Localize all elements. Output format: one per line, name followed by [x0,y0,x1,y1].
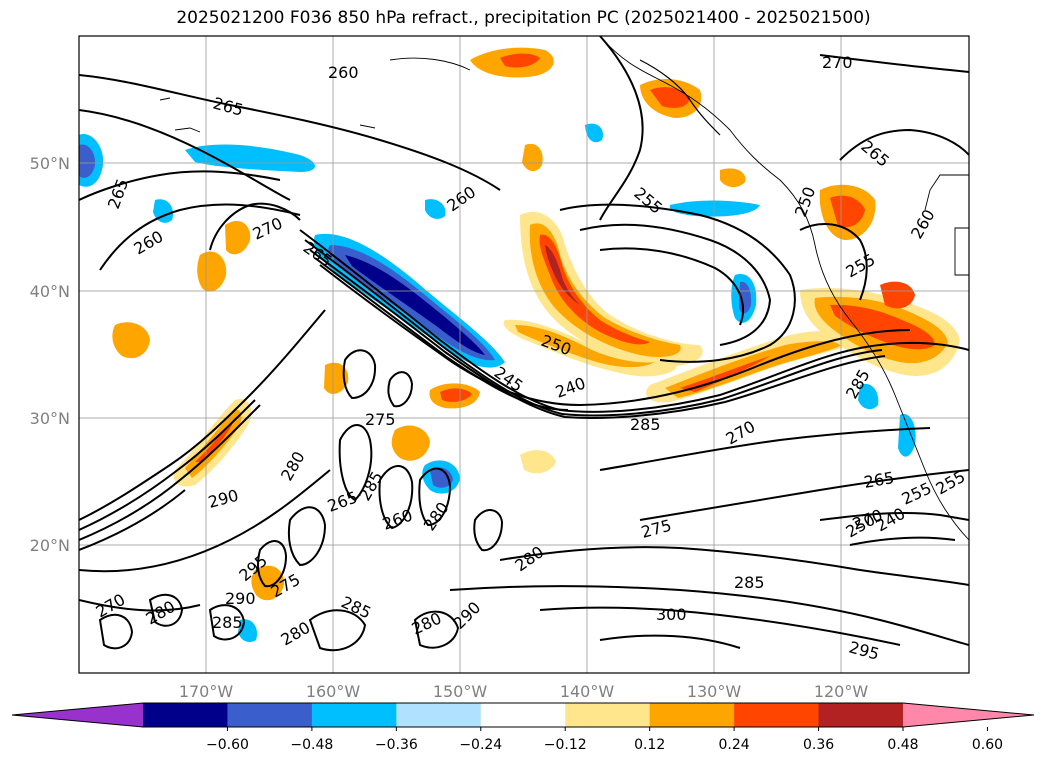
colorbar-segment [565,703,651,727]
colorbar-segment [143,703,228,727]
colorbar-tick-label: −0.24 [459,737,502,753]
colorbar-tick-label: −0.12 [544,737,587,753]
colorbar-segment [311,703,397,727]
colorbar-tick-label: −0.60 [206,737,249,753]
contour-label: 275 [365,410,396,429]
colorbar-segment [227,703,313,727]
lat-label-30n: 30°N [30,409,70,428]
colorbar-segment [734,703,820,727]
colorbar-segment [818,703,904,727]
lon-label-130w: 130°W [687,682,742,701]
colorbar-tick-label: 0.36 [803,737,834,753]
colorbar-tick-label: 0.60 [972,737,1003,753]
contour-label: 270 [822,53,853,72]
refractivity-contours [79,36,969,652]
colorbar-extend-max [903,703,1034,727]
colorbar-segment [396,703,482,727]
contour-label: 285 [734,573,765,592]
colorbar-tick-label: −0.48 [290,737,333,753]
contour-label: 300 [656,605,687,624]
lon-label-140w: 140°W [560,682,615,701]
lat-label-20n: 20°N [30,536,70,555]
colorbar-tick-label: 0.12 [634,737,665,753]
lon-label-120w: 120°W [814,682,869,701]
lat-label-40n: 40°N [30,282,70,301]
colorbar-segment [649,703,735,727]
colorbar-extend-min [12,703,143,727]
map-area [79,36,969,673]
colorbar-segment [480,703,566,727]
colorbar-outline [11,702,1035,728]
lon-label-170w: 170°W [179,682,234,701]
contour-label: 285 [212,613,243,632]
colorbar: −0.60 −0.48 −0.36 −0.24 −0.12 0.12 0.24 0.36 0.4… [11,702,1035,753]
contour-label: 290 [225,589,256,608]
lon-label-150w: 150°W [433,682,488,701]
lon-label-160w: 160°W [306,682,361,701]
map-frame [78,35,970,674]
lat-label-50n: 50°N [30,154,70,173]
colorbar-tick-label: −0.36 [375,737,418,753]
map-title: 2025021200 F036 850 hPa refract., precip… [176,8,871,28]
colorbar-tick-label: 0.48 [887,737,918,753]
longitude-labels: 170°W 160°W 150°W 140°W 130°W 120°W [179,682,869,701]
contour-label: 285 [630,415,661,434]
latitude-labels: 50°N 40°N 30°N 20°N [30,154,70,555]
colorbar-tick-label: 0.24 [719,737,750,753]
contour-label: 260 [328,63,359,82]
